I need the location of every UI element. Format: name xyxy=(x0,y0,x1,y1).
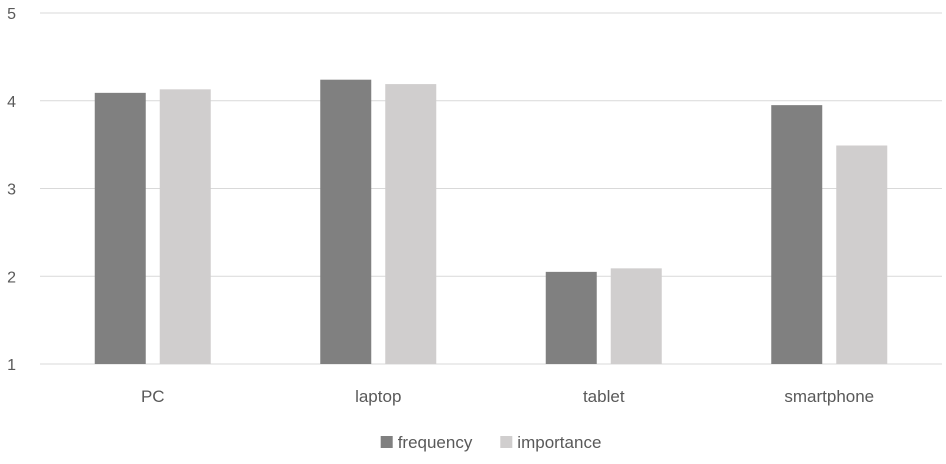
bar-importance-PC xyxy=(159,89,211,364)
y-axis-ticks: 1 2 3 4 5 xyxy=(7,6,16,374)
bar-importance-laptop xyxy=(385,84,437,364)
y-tick-label: 5 xyxy=(7,6,16,23)
legend-label: frequency xyxy=(398,433,473,452)
y-tick-label: 4 xyxy=(7,94,16,111)
bar-frequency-laptop xyxy=(320,79,372,364)
legend-swatch-importance xyxy=(500,436,513,448)
x-tick-label: laptop xyxy=(355,387,401,406)
bar-importance-smartphone xyxy=(836,145,888,364)
x-tick-label: tablet xyxy=(583,387,625,406)
legend: frequency importance xyxy=(380,433,601,452)
bar-frequency-tablet xyxy=(545,271,597,364)
legend-swatch-frequency xyxy=(380,436,393,448)
bar-frequency-smartphone xyxy=(771,105,823,364)
x-axis-ticks: PC laptop tablet smartphone xyxy=(141,387,874,406)
x-tick-label: smartphone xyxy=(784,387,874,406)
bar-importance-tablet xyxy=(610,268,662,364)
y-tick-label: 2 xyxy=(7,269,16,286)
x-tick-label: PC xyxy=(141,387,165,406)
bar-frequency-PC xyxy=(94,92,146,364)
legend-label: importance xyxy=(517,433,601,452)
bars xyxy=(94,79,888,364)
y-tick-label: 1 xyxy=(7,357,16,374)
y-tick-label: 3 xyxy=(7,182,16,199)
